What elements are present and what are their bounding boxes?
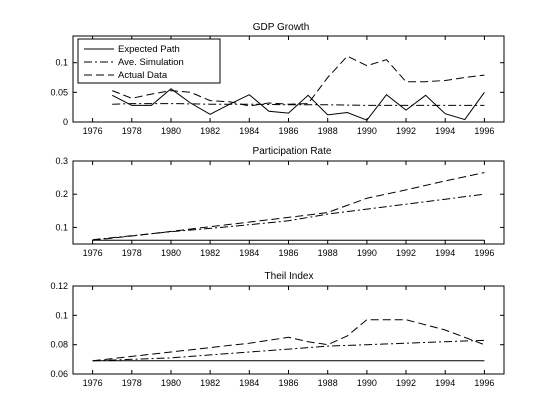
x-tick-label: 1984 <box>239 126 259 136</box>
legend-label-actual-data: Actual Data <box>118 70 168 81</box>
panel-participation-rate: Participation Rate 1976 1978 1980 1982 1984 1… <box>55 146 505 258</box>
x-tick-label: 1978 <box>122 378 142 388</box>
x-tick-label: 1986 <box>278 126 298 136</box>
series-ave-simulation <box>92 339 485 362</box>
panel-theil-index: Theil Index 1976 1978 1980 1982 1984 1986 1988… <box>50 271 505 388</box>
y-tick-label: 0.1 <box>55 310 68 320</box>
x-tick-label: 1984 <box>239 378 259 388</box>
y-tick-label: 0.2 <box>55 189 68 199</box>
x-tick-label: 1982 <box>200 378 220 388</box>
x-tick-label: 1992 <box>396 248 416 258</box>
x-tick-label: 1986 <box>278 248 298 258</box>
panel-3-series <box>92 319 485 362</box>
series-actual-data <box>92 172 485 241</box>
x-tick-label: 1996 <box>474 378 494 388</box>
y-tick-label: 0.1 <box>55 58 68 68</box>
x-tick-label: 1976 <box>83 126 103 136</box>
panel-gdp-growth: GDP Growth 1976 1978 1980 1982 1984 1986 1988 1… <box>50 22 505 136</box>
x-tick-label: 1980 <box>161 378 181 388</box>
panel-2-series <box>92 172 485 241</box>
series-ave-simulation <box>112 103 485 106</box>
panel-2-ticks: 1976 1978 1980 1982 1984 1986 1988 1990 1992 1994… <box>55 156 504 258</box>
x-tick-label: 1980 <box>161 126 181 136</box>
x-tick-label: 1980 <box>161 248 181 258</box>
panel-1-ticks: 1976 1978 1980 1982 1984 1986 1988 1990 1992 1994… <box>50 36 504 136</box>
y-tick-label: 0.12 <box>50 281 68 291</box>
panel-1-series <box>111 55 485 121</box>
y-tick-label: 0.1 <box>55 222 68 232</box>
x-tick-label: 1986 <box>278 378 298 388</box>
series-actual-data <box>112 55 485 107</box>
x-tick-label: 1990 <box>357 378 377 388</box>
legend: Expected Path Ave. Simulation Actual Dat… <box>77 38 221 84</box>
panel-3-ticks: 1976 1978 1980 1982 1984 1986 1988 1990 1992 1994… <box>50 281 504 388</box>
x-tick-label: 1990 <box>357 126 377 136</box>
legend-label-ave-simulation: Ave. Simulation <box>118 57 184 68</box>
x-tick-label: 1976 <box>83 248 103 258</box>
x-tick-label: 1976 <box>83 378 103 388</box>
y-tick-label: 0.05 <box>50 87 68 97</box>
x-tick-label: 1982 <box>200 248 220 258</box>
series-actual-data <box>92 319 485 362</box>
x-tick-label: 1992 <box>396 378 416 388</box>
x-tick-label: 1984 <box>239 248 259 258</box>
x-tick-label: 1978 <box>122 248 142 258</box>
x-tick-label: 1982 <box>200 126 220 136</box>
x-tick-label: 1988 <box>318 248 338 258</box>
x-tick-label: 1994 <box>435 126 455 136</box>
y-tick-label: 0.06 <box>50 369 68 379</box>
x-tick-label: 1992 <box>396 126 416 136</box>
y-tick-label: 0 <box>63 117 68 127</box>
x-tick-label: 1994 <box>435 378 455 388</box>
x-tick-label: 1996 <box>474 248 494 258</box>
legend-label-expected-path: Expected Path <box>118 44 180 55</box>
legend-box <box>77 38 221 84</box>
x-tick-label: 1990 <box>357 248 377 258</box>
x-tick-label: 1988 <box>318 378 338 388</box>
panel-2-title: Participation Rate <box>253 146 332 157</box>
y-tick-label: 0.08 <box>50 340 68 350</box>
panel-1-title: GDP Growth <box>253 22 310 33</box>
y-tick-label: 0.3 <box>55 156 68 166</box>
x-tick-label: 1988 <box>318 126 338 136</box>
x-tick-label: 1978 <box>122 126 142 136</box>
panel-3-title: Theil Index <box>265 271 314 282</box>
x-tick-label: 1996 <box>474 126 494 136</box>
x-tick-label: 1994 <box>435 248 455 258</box>
